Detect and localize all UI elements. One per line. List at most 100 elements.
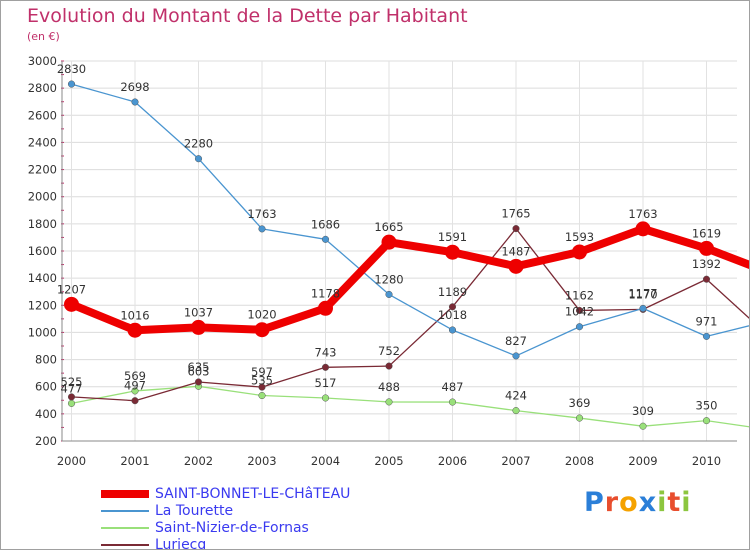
logo-letter: x bbox=[638, 487, 658, 518]
data-point bbox=[64, 296, 79, 312]
data-label: 1280 bbox=[374, 272, 403, 286]
legend-item: Luriecq bbox=[101, 536, 350, 550]
data-point bbox=[258, 383, 266, 391]
y-tick-label: 2800 bbox=[28, 81, 57, 95]
x-tick-label: 2003 bbox=[247, 454, 276, 468]
y-tick-label: 2600 bbox=[28, 108, 57, 122]
data-label: 827 bbox=[505, 334, 527, 348]
x-tick-label: 2002 bbox=[184, 454, 213, 468]
data-label: 1763 bbox=[628, 207, 657, 221]
data-label: 603 bbox=[188, 364, 210, 378]
x-tick-label: 2005 bbox=[374, 454, 403, 468]
data-point bbox=[575, 306, 584, 314]
data-label: 597 bbox=[251, 365, 273, 379]
y-tick-label: 1600 bbox=[28, 244, 57, 258]
data-point bbox=[258, 391, 266, 400]
data-point bbox=[572, 244, 587, 260]
data-point bbox=[258, 225, 266, 233]
data-label: 2280 bbox=[184, 137, 213, 151]
series-line bbox=[70, 227, 749, 402]
y-tick-label: 1400 bbox=[28, 271, 57, 285]
data-label: 752 bbox=[378, 344, 400, 358]
data-point bbox=[67, 399, 76, 407]
data-label: 497 bbox=[124, 379, 146, 393]
data-point bbox=[702, 332, 711, 340]
data-point bbox=[131, 397, 139, 405]
proxiti-logo: Proxiti bbox=[584, 487, 692, 518]
data-point bbox=[512, 352, 520, 360]
legend-swatch-saint-bonnet bbox=[101, 489, 149, 498]
y-tick-label: 2200 bbox=[28, 163, 57, 177]
legend-label: Luriecq bbox=[155, 536, 207, 550]
y-tick-label: 1000 bbox=[28, 325, 57, 339]
data-point bbox=[321, 394, 330, 402]
data-label: 525 bbox=[61, 375, 83, 389]
data-point bbox=[702, 275, 711, 283]
data-point bbox=[127, 322, 143, 338]
data-label: 517 bbox=[315, 376, 337, 390]
data-point bbox=[191, 319, 206, 335]
x-tick-label: 2000 bbox=[57, 454, 86, 468]
data-point bbox=[702, 417, 711, 425]
data-point bbox=[194, 378, 203, 386]
y-tick-label: 2400 bbox=[28, 135, 57, 149]
legend-item: SAINT-BONNET-LE-CHâTEAU bbox=[101, 485, 350, 502]
data-label: 1042 bbox=[565, 305, 594, 319]
data-label: 1016 bbox=[120, 308, 149, 322]
legend-label: SAINT-BONNET-LE-CHâTEAU bbox=[155, 485, 351, 502]
data-label: 535 bbox=[251, 374, 273, 388]
data-label: 1020 bbox=[247, 308, 276, 322]
data-point bbox=[448, 303, 457, 311]
data-point bbox=[639, 304, 647, 312]
data-label: 1765 bbox=[501, 207, 530, 221]
x-tick-label: 2004 bbox=[311, 454, 340, 468]
y-tick-label: 800 bbox=[35, 353, 57, 367]
data-label: 1763 bbox=[247, 207, 276, 221]
data-label: 569 bbox=[124, 369, 146, 383]
chart-title: Evolution du Montant de la Dette par Hab… bbox=[27, 5, 468, 27]
series-line bbox=[70, 83, 749, 357]
data-label: 2698 bbox=[120, 80, 149, 94]
data-label: 743 bbox=[315, 345, 337, 359]
series-line bbox=[67, 224, 749, 335]
chart-subtitle: (en €) bbox=[27, 30, 60, 43]
data-label: 971 bbox=[696, 314, 718, 328]
data-label: 488 bbox=[378, 380, 400, 394]
x-tick-label: 2010 bbox=[692, 454, 721, 468]
data-point bbox=[381, 234, 397, 250]
logo-letter: i bbox=[657, 487, 668, 518]
series-line bbox=[70, 385, 749, 428]
data-point bbox=[385, 398, 393, 406]
data-label: 1207 bbox=[57, 282, 86, 296]
legend-label: Saint-Nizier-de-Fornas bbox=[155, 519, 309, 536]
y-tick-label: 400 bbox=[35, 407, 57, 421]
data-label: 1392 bbox=[692, 257, 721, 271]
data-point bbox=[512, 407, 520, 415]
data-point bbox=[639, 422, 647, 430]
x-tick-label: 2009 bbox=[628, 454, 657, 468]
data-point bbox=[575, 414, 584, 422]
data-label: 487 bbox=[442, 380, 464, 394]
legend-item: Saint-Nizier-de-Fornas bbox=[101, 519, 350, 536]
data-label: 1018 bbox=[438, 308, 467, 322]
data-label: 477 bbox=[61, 381, 83, 395]
data-label: 309 bbox=[632, 404, 654, 418]
data-point bbox=[448, 326, 457, 334]
data-point bbox=[194, 155, 203, 163]
x-tick-label: 2001 bbox=[120, 454, 149, 468]
x-tick-label: 2008 bbox=[565, 454, 594, 468]
data-point bbox=[699, 240, 714, 256]
y-tick-label: 2000 bbox=[28, 190, 57, 204]
data-label: 1619 bbox=[692, 226, 721, 240]
data-point bbox=[508, 258, 524, 274]
data-label: 1665 bbox=[374, 220, 403, 234]
data-point bbox=[131, 98, 139, 106]
data-label: 1162 bbox=[565, 288, 594, 302]
data-point bbox=[254, 322, 270, 338]
data-point bbox=[635, 221, 651, 237]
data-point bbox=[512, 225, 520, 233]
data-label: 1591 bbox=[438, 230, 467, 244]
data-point bbox=[321, 235, 330, 243]
data-point bbox=[318, 300, 333, 316]
logo-letter: i bbox=[681, 487, 692, 518]
